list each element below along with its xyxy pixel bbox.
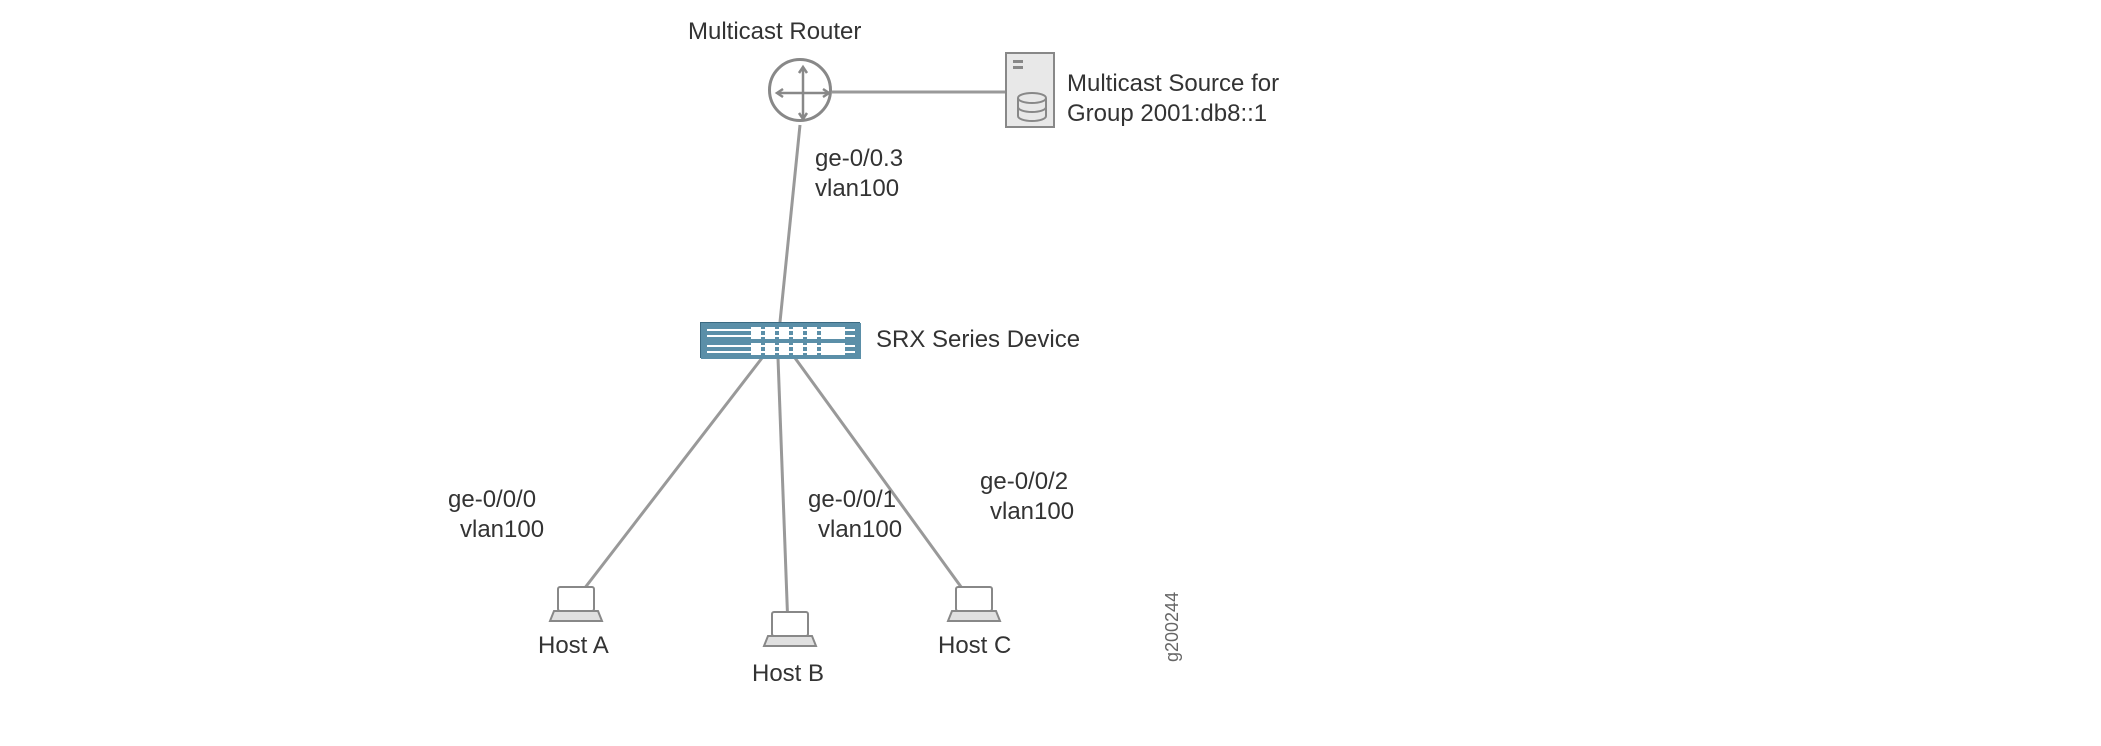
host-b-label: Host B — [752, 660, 824, 688]
reference-id: g200244 — [1162, 592, 1183, 662]
router-label: Multicast Router — [688, 18, 861, 46]
hostb-if: ge-0/0/1 — [808, 486, 896, 514]
srx-icon — [700, 322, 860, 358]
source-label-2: Group 2001:db8::1 — [1067, 100, 1267, 128]
host-a-icon — [548, 585, 604, 630]
router-icon — [768, 58, 832, 122]
hosta-vlan: vlan100 — [460, 516, 544, 544]
source-label-1: Multicast Source for — [1067, 70, 1279, 98]
host-a-label: Host A — [538, 632, 609, 660]
server-icon — [1005, 52, 1055, 128]
host-c-icon — [946, 585, 1002, 630]
host-c-label: Host C — [938, 632, 1011, 660]
host-b-icon — [762, 610, 818, 655]
uplink-vlan: vlan100 — [815, 175, 899, 203]
hostc-if: ge-0/0/2 — [980, 468, 1068, 496]
hosta-if: ge-0/0/0 — [448, 486, 536, 514]
hostc-vlan: vlan100 — [990, 498, 1074, 526]
srx-label: SRX Series Device — [876, 326, 1080, 354]
hostb-vlan: vlan100 — [818, 516, 902, 544]
uplink-if: ge-0/0.3 — [815, 145, 903, 173]
